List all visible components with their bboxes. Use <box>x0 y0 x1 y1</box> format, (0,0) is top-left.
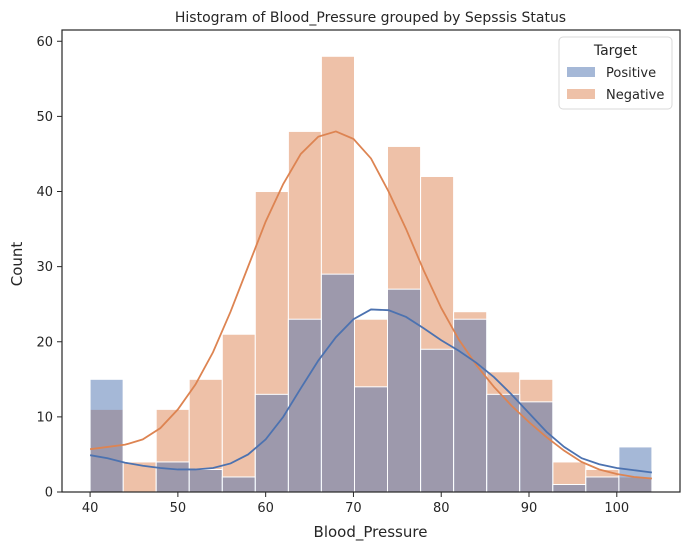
x-tick-label: 70 <box>345 501 362 516</box>
bar-positive <box>453 318 488 493</box>
kde-line-positive <box>89 308 653 474</box>
y-axis-title: Count <box>8 242 26 287</box>
x-tick-label: 90 <box>521 501 538 516</box>
bar-positive <box>420 348 455 493</box>
legend-title: Target <box>593 43 638 59</box>
legend-swatch-negative <box>567 89 595 99</box>
bar-positive <box>387 288 422 493</box>
bar-positive <box>155 461 190 493</box>
series-positive-bars <box>89 273 653 493</box>
y-tick-label: 50 <box>36 110 53 125</box>
legend-label-negative: Negative <box>606 88 664 103</box>
x-tick-label: 100 <box>604 501 629 516</box>
y-tick-label: 0 <box>45 486 53 501</box>
bar-positive <box>552 483 587 493</box>
y-tick-label: 60 <box>36 35 53 50</box>
bar-positive <box>585 476 620 493</box>
y-tick-label: 40 <box>36 185 53 200</box>
bar-positive <box>188 468 223 493</box>
kde-line-negative <box>89 130 652 480</box>
axes: 40 50 60 70 80 90 100 0 10 20 30 40 50 60 <box>36 29 681 516</box>
x-tick-label: 80 <box>433 501 450 516</box>
bar-positive <box>519 401 554 493</box>
legend: Target Positive Negative <box>558 36 673 110</box>
x-tick-label: 50 <box>170 501 187 516</box>
y-tick-label: 30 <box>36 260 53 275</box>
bar-positive <box>221 476 256 493</box>
bar-negative <box>221 333 256 493</box>
x-axis-title: Blood_Pressure <box>314 523 428 542</box>
legend-swatch-positive <box>567 67 595 77</box>
axes-frame <box>61 29 681 493</box>
bar-positive <box>320 273 355 493</box>
bar-positive <box>89 378 124 493</box>
y-tick-label: 10 <box>36 410 53 425</box>
bar-positive <box>353 386 389 493</box>
x-tick-label: 60 <box>257 501 274 516</box>
plot-area <box>89 55 653 493</box>
bar-positive <box>287 318 322 493</box>
legend-label-positive: Positive <box>606 66 656 81</box>
y-tick-label: 20 <box>36 335 53 350</box>
x-tick-label: 40 <box>82 501 99 516</box>
chart-title: Histogram of Blood_Pressure grouped by S… <box>175 10 566 26</box>
